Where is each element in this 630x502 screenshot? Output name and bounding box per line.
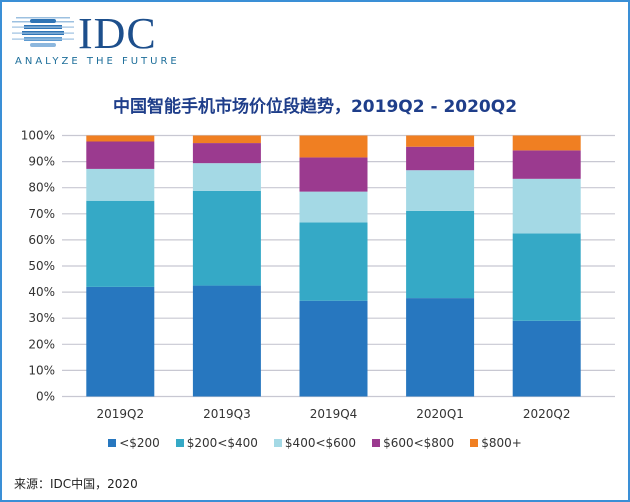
bar-segment-2019Q2-4 xyxy=(86,135,155,142)
legend-swatch xyxy=(273,439,282,447)
chart-title: 中国智能手机市场价位段趋势，2019Q2 - 2020Q2 xyxy=(112,97,518,117)
stacked-bar-chart: 0% 10% 20% 30% 40% 50% 60% 70% 80% 90% 100% 2019Q2 2… xyxy=(21,129,615,421)
y-tick-label: 20% xyxy=(28,337,55,351)
bar-segment-2020Q1-4 xyxy=(406,135,475,147)
legend-item: $400<$600 xyxy=(273,436,357,450)
y-tick-label: 100% xyxy=(21,129,55,143)
source-note: 来源：IDC中国，2020 xyxy=(14,477,138,491)
y-tick-label: 0% xyxy=(36,390,55,404)
bar-segment-2019Q3-0 xyxy=(192,285,261,397)
legend-swatch xyxy=(175,439,184,447)
bar-segment-2019Q3-1 xyxy=(192,190,261,286)
x-tick-label: 2019Q3 xyxy=(203,407,251,421)
legend-swatch xyxy=(470,439,479,447)
legend-item: <$200 xyxy=(108,436,160,450)
x-tick-label: 2019Q4 xyxy=(310,407,358,421)
bar-segment-2020Q1-0 xyxy=(406,298,475,397)
x-tick-label: 2020Q1 xyxy=(416,407,464,421)
y-tick-label: 60% xyxy=(28,233,55,247)
bar-segment-2019Q2-1 xyxy=(86,200,155,287)
bar-segment-2020Q2-4 xyxy=(512,135,581,151)
bar-segment-2019Q2-3 xyxy=(86,141,155,169)
legend-swatch xyxy=(372,439,381,447)
bar-segment-2020Q1-3 xyxy=(406,146,475,171)
legend-label: $400<$600 xyxy=(284,436,357,450)
legend-item: $600<$800 xyxy=(372,436,454,450)
bar-segment-2020Q2-3 xyxy=(512,150,581,179)
legend-label: $600<$800 xyxy=(383,436,455,450)
logo-tagline: ANALYZE THE FUTURE xyxy=(15,56,180,67)
y-tick-label: 90% xyxy=(28,155,55,169)
bar-segment-2020Q2-2 xyxy=(512,178,581,234)
bar-segment-2020Q1-2 xyxy=(406,170,475,211)
bar-segment-2019Q4-2 xyxy=(299,191,368,223)
legend-swatch xyxy=(108,439,117,447)
bar-segment-2020Q2-1 xyxy=(512,233,581,321)
y-tick-label: 30% xyxy=(28,311,55,325)
bar-segment-2020Q2-0 xyxy=(512,320,581,397)
legend-item: $200<$400 xyxy=(175,436,258,450)
bar-segment-2020Q1-1 xyxy=(406,210,475,299)
y-tick-label: 70% xyxy=(28,207,55,221)
bar-segment-2019Q3-2 xyxy=(192,163,261,191)
legend-item: $800+ xyxy=(470,436,522,450)
y-tick-label: 50% xyxy=(28,259,55,273)
bar-segment-2019Q4-4 xyxy=(299,135,368,158)
x-tick-label: 2020Q2 xyxy=(523,407,571,421)
legend-label: <$200 xyxy=(119,436,160,450)
x-tick-label: 2019Q2 xyxy=(96,407,144,421)
legend-label: $200<$400 xyxy=(186,436,258,450)
chart-legend: <$200 $200<$400 $400<$600 $600<$800 $800+ xyxy=(0,436,630,450)
bar-segment-2019Q3-3 xyxy=(192,143,261,164)
y-tick-label: 10% xyxy=(28,363,55,377)
idc-globe-logo-icon xyxy=(12,17,74,47)
y-tick-label: 80% xyxy=(28,181,55,195)
bar-segment-2019Q2-2 xyxy=(86,168,155,201)
bar-segment-2019Q3-4 xyxy=(192,135,261,144)
legend-label: $800+ xyxy=(481,436,522,450)
bar-segment-2019Q4-0 xyxy=(299,300,368,397)
idc-logo-text: IDC xyxy=(78,9,157,58)
y-tick-label: 40% xyxy=(28,285,55,299)
bar-segment-2019Q2-0 xyxy=(86,286,155,397)
bar-segment-2019Q4-3 xyxy=(299,157,368,192)
bar-segment-2019Q4-1 xyxy=(299,222,368,301)
